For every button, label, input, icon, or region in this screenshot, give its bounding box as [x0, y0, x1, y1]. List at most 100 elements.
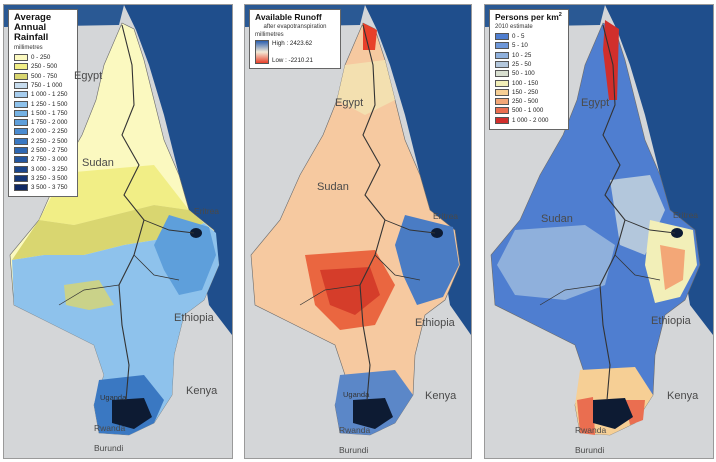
label-burundi: Burundi: [94, 443, 124, 453]
label-eritrea: Eritrea: [433, 211, 459, 221]
runoff-legend: Available Runoff after evapotranspiratio…: [249, 9, 341, 69]
population-legend-label: 1 000 - 2 000: [512, 116, 549, 124]
label-rwanda: Rwanda: [94, 423, 126, 433]
rainfall-legend-swatch: [14, 72, 28, 80]
rainfall-legend-swatch: [14, 165, 28, 173]
population-legend-swatch: [495, 33, 509, 41]
rainfall-legend-swatch: [14, 63, 28, 71]
lake-victoria: [353, 398, 393, 429]
rainfall-legend-item: 1 250 - 1 500: [14, 99, 72, 108]
rainfall-legend-label: 250 - 500: [31, 63, 58, 71]
rainfall-legend-swatch: [14, 100, 28, 108]
rainfall-legend-label: 2 000 - 2 250: [31, 128, 68, 136]
rainfall-legend-swatch: [14, 109, 28, 117]
blue-nile: [143, 219, 195, 234]
rainfall-legend-label: 1 500 - 1 750: [31, 109, 68, 117]
runoff-low-label: Low : -2210.21: [272, 56, 313, 64]
rainfall-legend-swatch: [14, 147, 28, 155]
ethiopia-highlands-runoff: [395, 215, 459, 305]
population-legend-label: 100 - 150: [512, 79, 539, 87]
rainfall-legend-swatch: [14, 137, 28, 145]
population-legend-swatch: [495, 60, 509, 68]
rwanda-pop: [577, 397, 595, 435]
bahr-el-ghazal: [539, 284, 601, 306]
population-legend-item: 1 000 - 2 000: [495, 116, 563, 125]
sudd-runoff-lowest: [320, 267, 380, 315]
rainfall-legend-unit: millimetres: [14, 44, 43, 51]
rainfall-legend-item: 750 - 1 000: [14, 81, 72, 90]
population-legend-swatch: [495, 98, 509, 106]
label-kenya: Kenya: [186, 385, 218, 397]
rainfall-legend-swatch: [14, 156, 28, 164]
population-legend-subtitle: 2010 estimate: [495, 23, 533, 30]
rainfall-legend-label: 1 750 - 2 000: [31, 119, 68, 127]
population-legend-item: 100 - 150: [495, 78, 563, 87]
rainfall-legend-label: 2 750 - 3 000: [31, 156, 68, 164]
rainfall-legend-item: 250 - 500: [14, 62, 72, 71]
label-eritrea: Eritrea: [194, 206, 220, 216]
nile-river: [599, 24, 626, 401]
rainfall-legend-item: 2 250 - 2 500: [14, 137, 72, 146]
population-legend-swatch: [495, 116, 509, 124]
population-legend-label: 250 - 500: [512, 98, 539, 106]
lake-tana: [671, 228, 683, 238]
runoff-map-panel[interactable]: Available Runoff after evapotranspiratio…: [244, 4, 472, 459]
population-legend-title-text: Persons per km: [495, 12, 559, 22]
population-legend-swatch: [495, 88, 509, 96]
rainfall-legend-swatch: [14, 54, 28, 62]
label-sudan: Sudan: [541, 213, 573, 225]
blue-nile: [624, 219, 676, 234]
rainfall-map-panel[interactable]: Average Annual Rainfall millimetres 0 - …: [3, 4, 233, 459]
label-egypt: Egypt: [581, 97, 610, 109]
lake-tana: [431, 228, 443, 238]
population-legend-label: 150 - 250: [512, 88, 539, 96]
runoff-legend-unit: millimetres: [255, 31, 284, 38]
rainfall-legend-label: 3 250 - 3 500: [31, 174, 68, 182]
sobat-river: [374, 254, 421, 281]
population-legend-item: 0 - 5: [495, 32, 563, 41]
rainfall-legend-swatch: [14, 81, 28, 89]
blue-nile: [384, 219, 436, 234]
population-legend-label: 500 - 1 000: [512, 107, 544, 115]
rainfall-legend-title: Average Annual Rainfall: [14, 12, 52, 43]
rainfall-legend-item: 3 250 - 3 500: [14, 174, 72, 183]
population-legend-item: 10 - 25: [495, 51, 563, 60]
label-uganda: Uganda: [100, 393, 127, 402]
rainfall-legend-item: 2 750 - 3 000: [14, 155, 72, 164]
rainfall-legend-swatch: [14, 91, 28, 99]
population-legend-label: 50 - 100: [512, 70, 535, 78]
sobat-river: [133, 254, 180, 281]
rainfall-legend-item: 2 500 - 2 750: [14, 146, 72, 155]
runoff-legend-title: Available Runoff: [255, 12, 322, 22]
ethiopia-pop-dense: [660, 245, 685, 290]
label-kenya: Kenya: [667, 390, 699, 402]
label-egypt: Egypt: [74, 70, 103, 82]
rainfall-legend-label: 3 000 - 3 250: [31, 165, 68, 173]
bahr-el-ghazal: [58, 284, 120, 306]
delta-runoff: [363, 23, 377, 50]
rainfall-legend-label: 2 250 - 2 500: [31, 137, 68, 145]
label-egypt: Egypt: [335, 97, 364, 109]
population-legend-item: 25 - 50: [495, 60, 563, 69]
runoff-desert-zone: [337, 60, 395, 115]
rainfall-legend-label: 1 250 - 1 500: [31, 100, 68, 108]
lake-victoria: [593, 398, 633, 429]
rainfall-legend-label: 2 500 - 2 750: [31, 147, 68, 155]
rainfall-map: [4, 5, 232, 436]
runoff-high-label: High : 2423.62: [272, 39, 313, 47]
label-ethiopia: Ethiopia: [651, 315, 691, 327]
rainfall-legend-label: 3 500 - 3 750: [31, 184, 68, 192]
rainfall-legend-item: 2 000 - 2 250: [14, 127, 72, 136]
population-legend-label: 5 - 10: [512, 42, 528, 50]
label-sudan: Sudan: [82, 157, 114, 169]
population-legend-swatch: [495, 51, 509, 59]
label-ethiopia: Ethiopia: [415, 317, 455, 329]
rainfall-legend-swatch: [14, 174, 28, 182]
rainfall-legend-item: 1 000 - 1 250: [14, 90, 72, 99]
runoff-legend-subtitle: after evapotranspiration: [263, 23, 327, 30]
label-burundi: Burundi: [575, 445, 605, 455]
label-sudan: Sudan: [317, 181, 349, 193]
population-legend-item: 50 - 100: [495, 69, 563, 78]
